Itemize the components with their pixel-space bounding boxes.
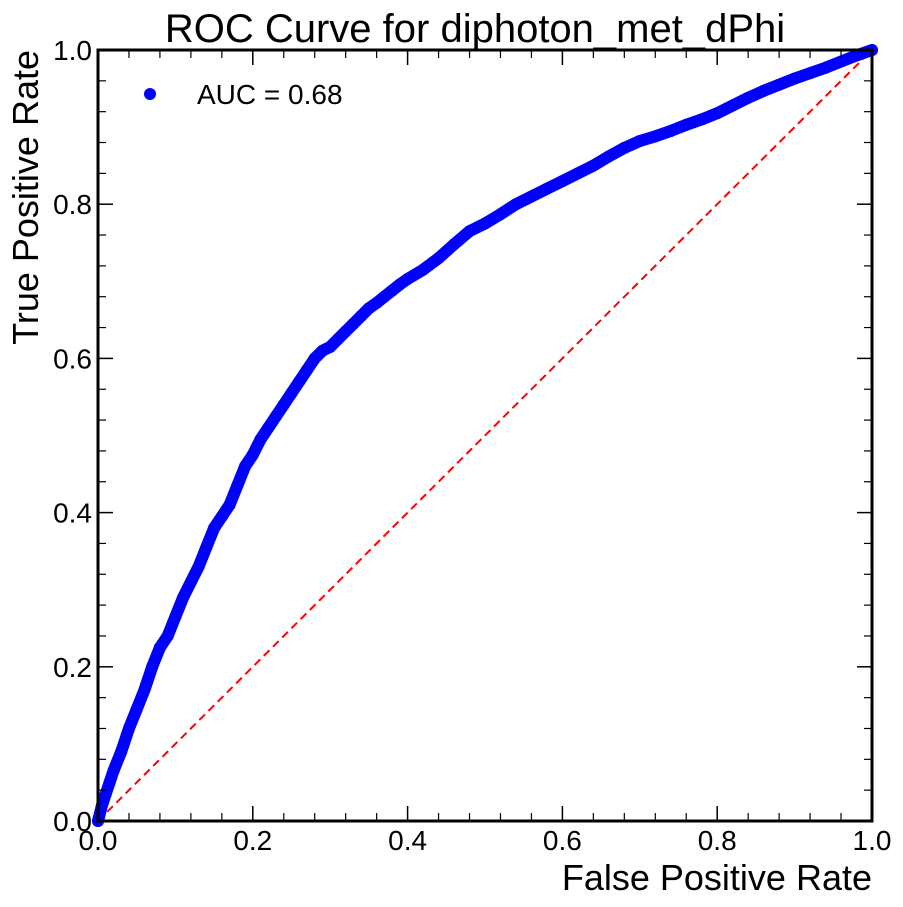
roc-point	[115, 745, 128, 758]
roc-point	[103, 776, 116, 789]
roc-point	[355, 309, 368, 322]
roc-point	[161, 629, 174, 642]
roc-point	[122, 722, 135, 735]
roc-point	[819, 61, 832, 74]
y-tick-label: 0.4	[53, 498, 92, 529]
roc-point	[509, 198, 522, 211]
roc-point	[571, 167, 584, 180]
roc-point	[463, 225, 476, 238]
roc-point	[192, 560, 205, 573]
chart-title: ROC Curve for diphoton_met_dPhi	[165, 7, 785, 51]
roc-point	[293, 375, 306, 388]
roc-point	[556, 175, 569, 188]
y-tick-label: 0.2	[53, 652, 92, 683]
plot-area: 0.00.0 0.2 0.2 0.4 0.4 0.6 0.6 0.8 0.8 1.0 1.0	[53, 35, 891, 856]
roc-point	[146, 660, 159, 673]
roc-point	[231, 479, 244, 492]
roc-point	[169, 610, 182, 623]
y-tick-label: 0.6	[53, 343, 92, 374]
plot-frame	[96, 48, 874, 823]
roc-point	[177, 591, 190, 604]
legend: AUC = 0.68	[144, 79, 343, 110]
roc-point	[331, 333, 344, 346]
roc-point	[773, 78, 786, 91]
legend-marker	[144, 88, 156, 100]
roc-point	[680, 118, 693, 131]
roc-point	[262, 421, 275, 434]
roc-point	[208, 522, 221, 535]
roc-point	[479, 217, 491, 230]
y-axis-label: True Positive Rate	[5, 50, 46, 345]
roc-point	[757, 84, 770, 97]
roc-point	[448, 238, 461, 251]
roc-point	[223, 498, 236, 511]
roc-point	[618, 141, 631, 154]
x-tick-label: 0.0	[79, 825, 118, 856]
roc-point	[285, 387, 298, 400]
roc-point	[695, 113, 708, 126]
x-axis-label: False Positive Rate	[562, 857, 872, 898]
roc-point	[347, 317, 360, 330]
y-tick-label: 0.0	[53, 806, 92, 837]
y-tick-label: 1.0	[53, 35, 92, 66]
reference-diagonal-line	[97, 49, 873, 822]
roc-point	[215, 510, 228, 523]
roc-point	[254, 433, 267, 446]
roc-point	[850, 49, 863, 62]
roc-point	[587, 159, 600, 172]
roc-point	[300, 363, 313, 376]
roc-point	[835, 55, 848, 68]
roc-point	[649, 130, 662, 143]
roc-point	[200, 541, 213, 554]
roc-point	[711, 107, 724, 120]
roc-point	[742, 91, 755, 104]
roc-point	[270, 410, 283, 423]
roc-point	[804, 67, 817, 80]
roc-point	[99, 788, 112, 801]
roc-point	[153, 641, 166, 654]
roc-point	[138, 683, 151, 696]
roc-point	[540, 182, 553, 195]
x-tick-label: 0.8	[698, 825, 737, 856]
roc-point	[277, 398, 290, 411]
x-tick-label: 1.0	[853, 825, 892, 856]
roc-point	[239, 460, 252, 473]
roc-point	[633, 134, 646, 147]
roc-point	[401, 272, 414, 285]
roc-point	[107, 764, 120, 777]
x-tick-label: 0.6	[543, 825, 582, 856]
y-tick-label: 0.8	[53, 189, 92, 220]
legend-label: AUC = 0.68	[197, 79, 343, 110]
roc-point	[788, 72, 801, 85]
roc-point	[602, 150, 615, 163]
roc-point	[494, 208, 507, 221]
roc-point	[339, 325, 352, 338]
roc-point	[432, 252, 445, 265]
roc-point	[308, 352, 321, 365]
x-tick-label: 0.2	[233, 825, 272, 856]
x-tick-label: 0.4	[388, 825, 427, 856]
roc-point	[726, 99, 739, 112]
roc-point	[525, 190, 538, 203]
roc-point	[130, 703, 143, 716]
roc-point	[246, 448, 259, 461]
roc-point	[324, 340, 337, 353]
roc-point	[664, 124, 677, 137]
roc-point	[417, 263, 430, 276]
roc-point	[184, 575, 197, 588]
